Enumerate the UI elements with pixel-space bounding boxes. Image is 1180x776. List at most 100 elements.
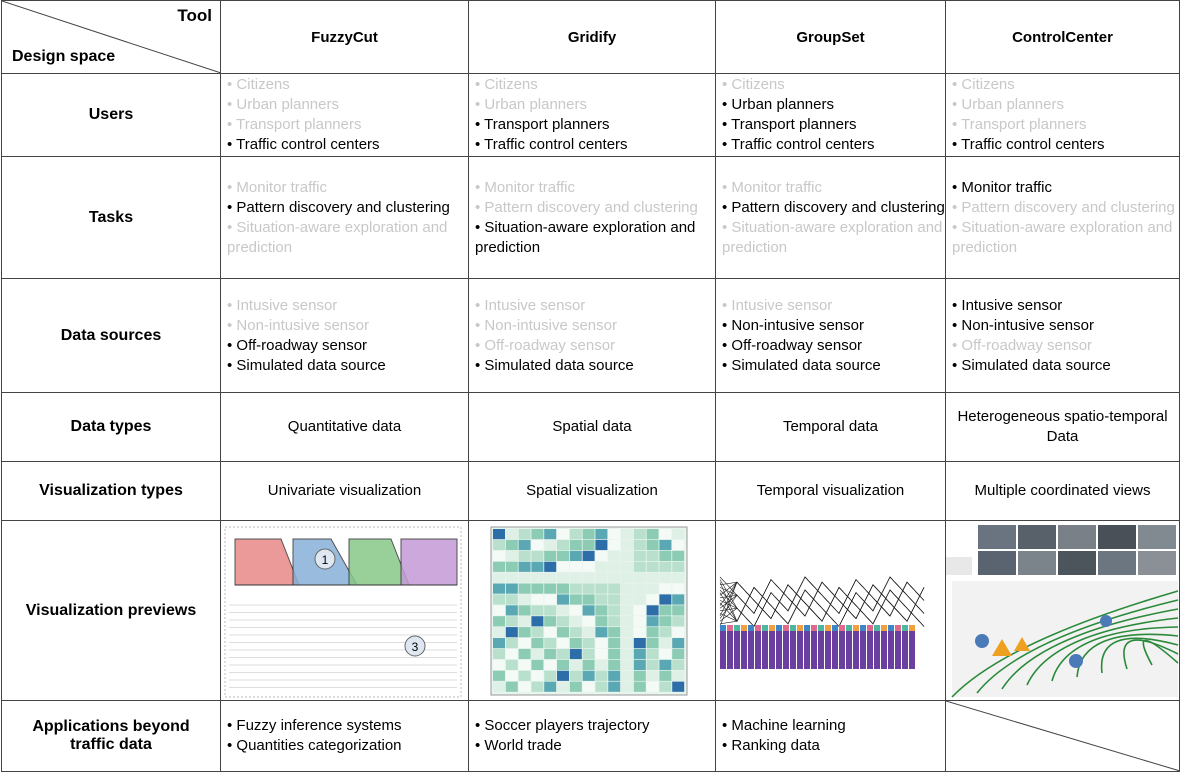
preview-shape [557,638,569,649]
preview-shape [544,638,557,649]
preview-shape [557,550,569,561]
gridify-preview [490,526,688,696]
preview-shape [860,625,866,631]
preview-shape [531,659,544,670]
preview-shape [978,525,1016,549]
preview-shape [518,583,531,594]
list-cell: • Citizens • Urban planners • Transport pl… [715,73,946,157]
list-item: • Simulated data source [475,356,634,374]
preview-shape [633,539,646,551]
list-item: • Non-intusive sensor [722,316,864,334]
preview-shape [881,625,887,631]
preview-shape [493,605,505,616]
preview-shape [531,529,544,540]
preview-shape [544,681,557,692]
preview-shape [582,583,595,594]
preview-shape [582,594,595,605]
preview-shape [719,581,925,627]
preview-shape [621,659,633,670]
preview-shape [595,681,608,692]
preview-shape [608,616,621,627]
preview-shape [672,659,685,670]
preview-shape [832,631,838,669]
preview-shape [909,625,915,631]
list-cell: • Citizens • Urban planners • Transport pl… [945,73,1180,157]
preview-shape [633,616,646,627]
text-cell: Univariate visualization [220,461,469,521]
preview-shape [769,631,775,669]
preview-shape [557,529,569,540]
list-item: • Pattern discovery and clustering [475,198,698,216]
row-label: Tasks [1,156,221,279]
preview-shape [719,576,925,627]
preview-shape [888,631,894,669]
list-item: • Traffic control centers [722,136,875,153]
preview-shape [646,550,659,561]
preview-shape [518,561,531,572]
preview-shape [544,616,557,627]
preview-shape [518,638,531,649]
preview-shape [557,659,569,670]
row-label: Data sources [1,278,221,393]
preview-shape [608,627,621,638]
preview-shape [633,572,646,583]
preview-shape [659,594,672,605]
preview-shape [633,529,646,540]
preview-shape [608,572,621,583]
preview-shape [1058,525,1096,549]
list-item: • Fuzzy inference systems [227,717,402,734]
preview-shape [569,670,582,681]
list-item: • Transport planners [722,116,857,133]
preview-shape [621,627,633,638]
preview-shape [531,539,544,551]
preview-shape [1123,639,1179,670]
preview-shape [727,625,733,631]
preview-shape [544,529,557,540]
preview-shape [659,529,672,540]
annotation: 1 [322,553,329,567]
text-cell: Heterogeneous spatio-temporal Data [945,392,1180,462]
preview-shape [825,625,831,631]
preview-shape [853,631,859,669]
preview-shape [557,572,569,583]
preview-shape [569,539,582,551]
preview-shape [895,625,901,631]
preview-shape [557,681,569,692]
preview-shape [557,561,569,572]
preview-shape [531,561,544,572]
preview-shape [1051,626,1179,682]
preview-shape [646,648,659,660]
preview-shape [719,579,925,622]
preview-shape [518,572,531,583]
preview-shape [544,648,557,660]
preview-shape [797,631,803,669]
preview-shape [493,627,505,638]
preview-shape [505,648,518,660]
preview-shape [646,670,659,681]
preview-shape [505,670,518,681]
preview-shape [493,561,505,572]
preview-shape [672,583,685,594]
preview-shape [569,627,582,638]
preview-shape [493,529,505,540]
tool-header: ControlCenter [945,0,1180,74]
list-item: • Situation-aware exploration and predic… [475,218,696,256]
preview-shape [531,627,544,638]
preview-shape [531,550,544,561]
diagonal-line [2,1,220,73]
preview-shape [621,638,633,649]
list-item: • Simulated data source [722,356,881,374]
preview-shape [811,631,817,669]
preview-shape [595,627,608,638]
row-label: Data types [1,392,221,462]
preview-shape [582,572,595,583]
preview-shape [531,605,544,616]
list-item: • Intusive sensor [722,296,833,314]
preview-shape [672,681,685,692]
list-item: • Intusive sensor [227,296,338,314]
preview-shape [719,576,925,627]
preview-shape [719,576,925,627]
row-label: Applications beyond traffic data [1,700,221,772]
fuzzycut-preview: 13 [224,526,462,698]
